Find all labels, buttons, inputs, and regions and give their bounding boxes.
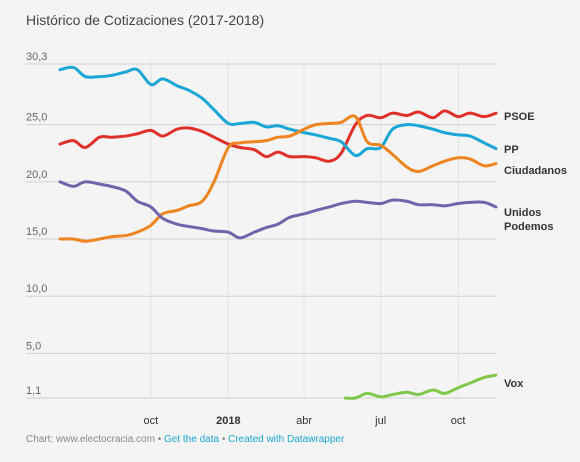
datawrapper-link[interactable]: Created with Datawrapper <box>228 434 345 445</box>
series-line-unidos-podemos <box>58 180 498 240</box>
x-tick-label: oct <box>144 415 159 427</box>
get-data-link[interactable]: Get the data <box>164 434 220 445</box>
chart-title: Histórico de Cotizaciones (2017-2018) <box>26 12 265 28</box>
series-label-psoe: PSOE <box>504 111 535 123</box>
series-label-ciudadanos: Ciudadanos <box>504 165 567 177</box>
series-labels: PSOE PP Ciudadanos Unidos Podemos Vox <box>504 111 567 390</box>
y-axis: 30,3 25,0 20,0 15,0 10,0 5,0 1,1 <box>26 51 47 397</box>
series-line-psoe <box>58 109 498 163</box>
y-tick-label: 15,0 <box>26 226 47 238</box>
x-tick-label: jul <box>374 415 386 427</box>
y-tick-label: 1,1 <box>26 385 41 397</box>
series-label-unidos: Unidos <box>504 207 541 219</box>
y-tick-label: 25,0 <box>26 112 47 124</box>
y-tick-label: 5,0 <box>26 340 41 352</box>
series-line-vox <box>343 373 498 400</box>
series-line-ciudadanos <box>58 114 498 243</box>
chart-footer: Chart: www.electocracia.com • Get the da… <box>26 434 344 445</box>
footer-source: Chart: www.electocracia.com <box>26 434 155 445</box>
y-tick-label: 20,0 <box>26 169 47 181</box>
y-tick-label: 30,3 <box>26 51 47 63</box>
x-tick-label: 2018 <box>216 415 240 427</box>
y-tick-label: 10,0 <box>26 283 47 295</box>
x-axis: oct 2018 abr jul oct <box>144 415 466 427</box>
footer-separator: • <box>219 434 229 445</box>
series-label-pp: PP <box>504 144 519 156</box>
series-line-pp <box>58 65 498 158</box>
series-lines <box>58 65 498 400</box>
series-label-vox: Vox <box>504 378 524 390</box>
footer-separator: • <box>154 434 164 445</box>
x-tick-label: oct <box>451 415 466 427</box>
x-tick-label: abr <box>296 415 312 427</box>
series-label-podemos: Podemos <box>504 221 554 233</box>
